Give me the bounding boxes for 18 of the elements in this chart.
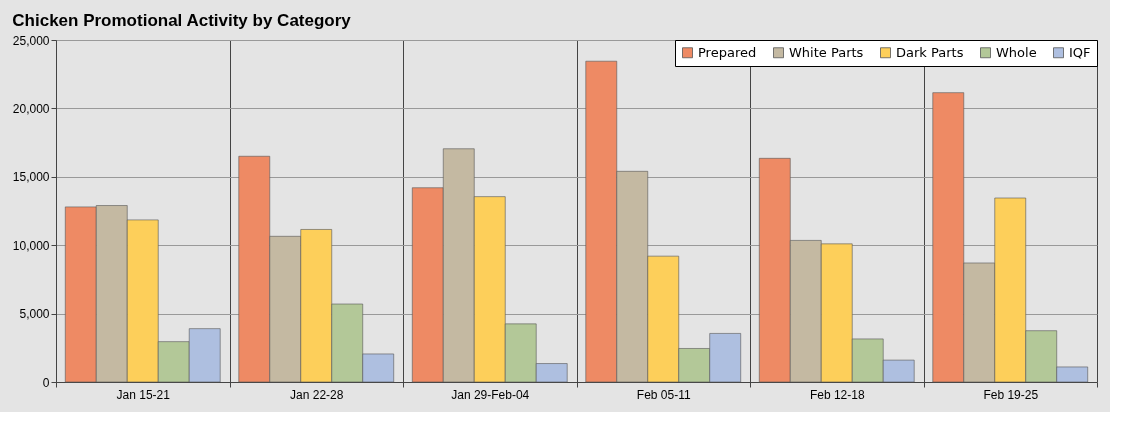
y-tick-label: 10,000	[12, 238, 50, 253]
x-tick-label: Feb 19-25	[983, 387, 1039, 402]
x-tick-label: Feb 12-18	[809, 387, 865, 402]
y-tick-label: 0	[42, 375, 50, 390]
x-tick-label: Jan 15-21	[116, 387, 171, 402]
legend-label: White Parts	[789, 44, 864, 60]
x-tick-label: Jan 29-Feb-04	[451, 387, 530, 402]
x-tick-label: Jan 22-28	[290, 387, 344, 402]
chart-title: Chicken Promotional Activity by Category	[12, 11, 352, 30]
y-tick-label: 25,000	[12, 33, 50, 48]
y-tick-label: 20,000	[12, 101, 50, 116]
y-tick-label: 15,000	[12, 170, 50, 185]
legend-label: Prepared	[698, 44, 757, 60]
x-tick-label: Feb 05-11	[636, 387, 691, 402]
y-tick-label: 5,000	[19, 307, 50, 322]
legend-label: Whole	[996, 44, 1037, 60]
legend-label: IQF	[1069, 44, 1091, 60]
legend-label: Dark Parts	[896, 44, 964, 60]
